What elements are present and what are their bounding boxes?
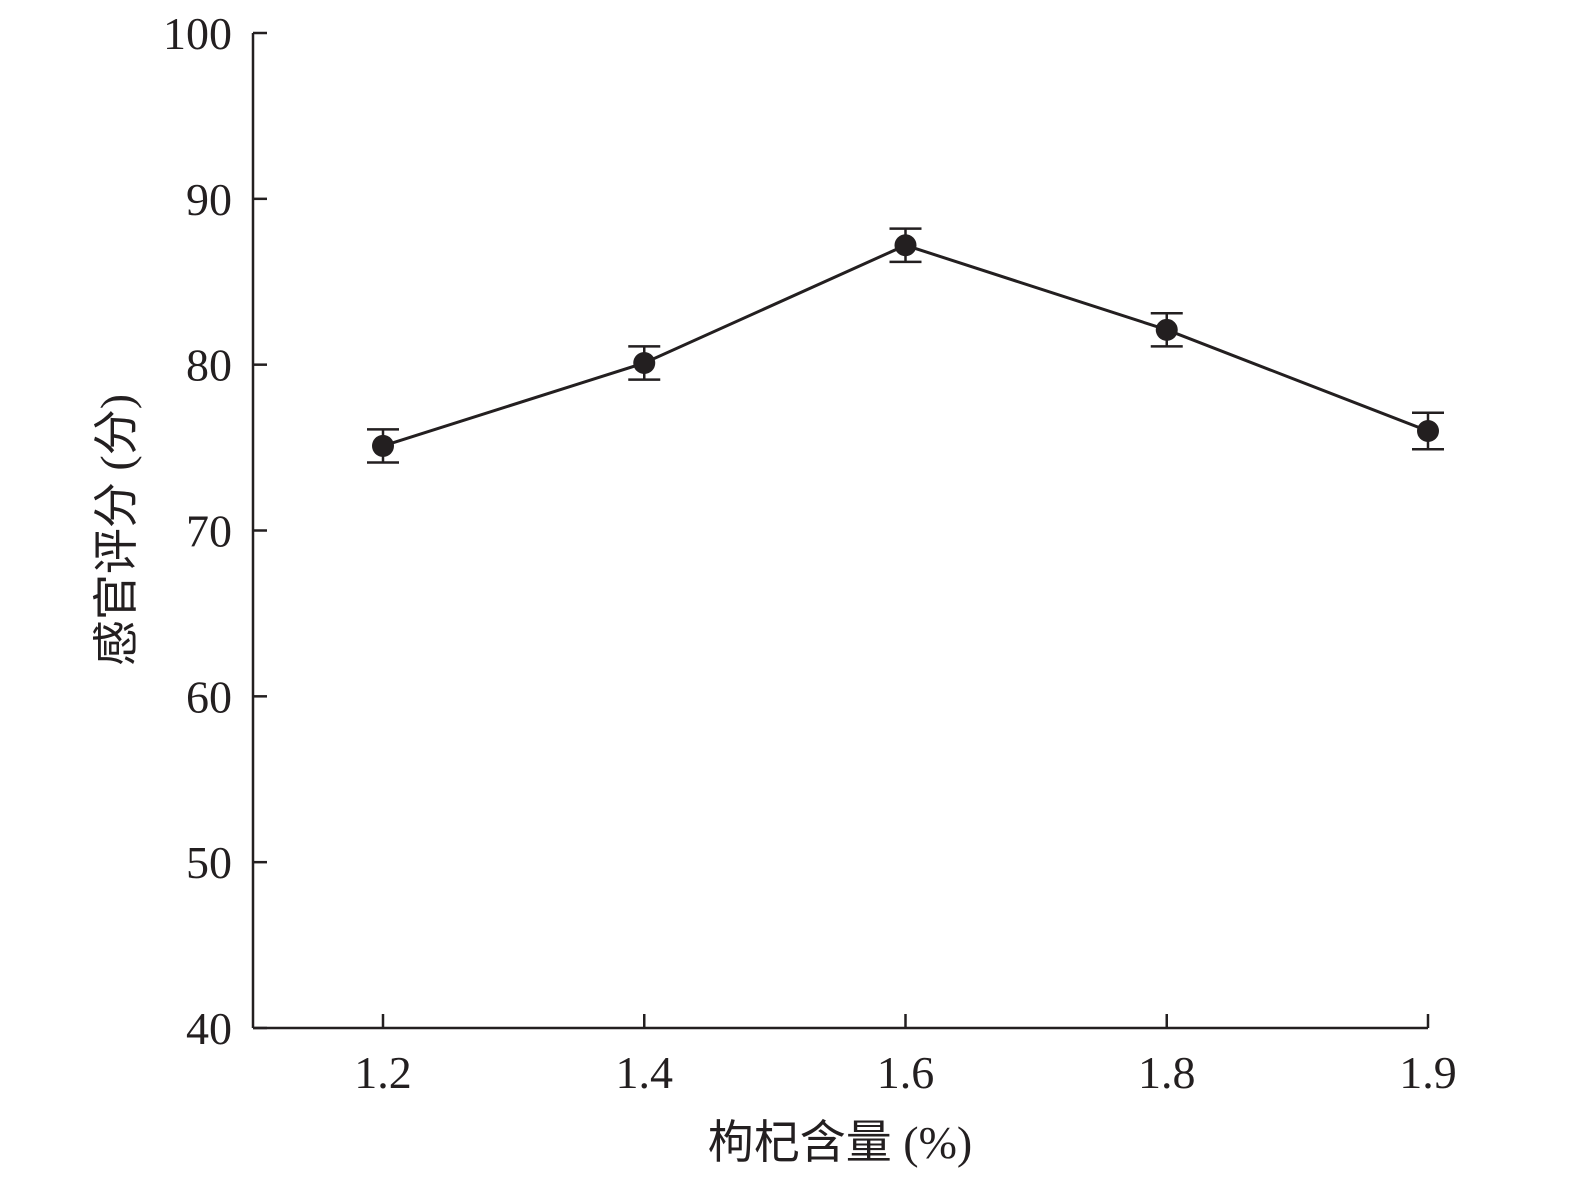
y-tick-label: 80 (186, 340, 232, 391)
data-point (633, 352, 656, 375)
y-tick-label: 40 (186, 1003, 232, 1054)
y-tick-label: 90 (186, 174, 232, 225)
x-axis-label: 枸杞含量 (%) (708, 1117, 972, 1168)
data-point (894, 234, 917, 257)
y-tick-label: 50 (186, 837, 232, 888)
x-tick-label: 1.8 (1138, 1047, 1196, 1098)
y-tick-label: 100 (163, 8, 232, 59)
data-point (1417, 420, 1439, 442)
x-tick-label: 1.9 (1399, 1047, 1457, 1098)
data-point (372, 434, 394, 457)
x-tick-label: 1.6 (877, 1047, 935, 1098)
data-point (1155, 318, 1178, 341)
y-tick-label: 70 (186, 506, 232, 557)
x-tick-label: 1.2 (354, 1047, 412, 1098)
y-axis-label: 感官评分 (分) (91, 394, 142, 666)
series-line (382, 243, 1429, 448)
data-marks (367, 227, 1444, 464)
x-tick-label: 1.4 (616, 1047, 674, 1098)
y-tick-label: 60 (186, 671, 232, 722)
axes: 40 50 60 70 80 90 100 1.2 1.4 1.6 1.8 1.9 (163, 8, 1457, 1098)
